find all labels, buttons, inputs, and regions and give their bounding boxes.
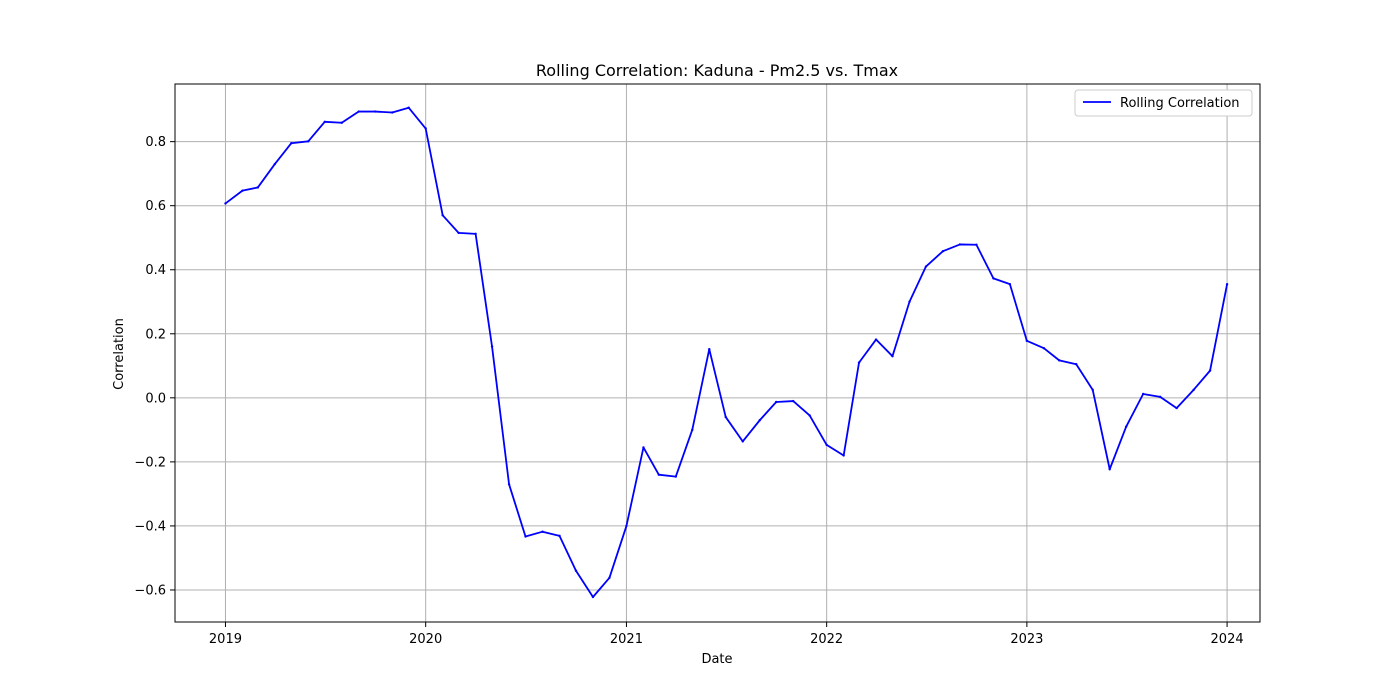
x-axis: 2019 2020 2021 2022 2023 2024 [209,622,1244,647]
y-tick-label: −0.2 [134,455,166,470]
data-point [591,595,595,599]
data-point [842,454,845,457]
data-point [825,443,828,447]
data-point [1058,359,1061,362]
data-point [290,142,293,145]
data-point [857,361,861,364]
data-point [724,415,727,419]
y-axis: −0.6 −0.4 −0.2 0.0 0.2 0.4 0.6 0.8 [134,135,175,598]
y-tick-label: 0.8 [145,135,166,150]
data-point [625,524,628,528]
y-tick-label: 0.0 [145,391,166,406]
data-point [1124,425,1128,428]
chart-title: Rolling Correlation: Kaduna - Pm2.5 vs. … [536,61,898,80]
data-point [1141,392,1145,396]
x-tick-label: 2024 [1211,632,1244,647]
data-point [357,110,360,113]
data-point [474,232,477,236]
data-point [774,400,778,404]
data-point [608,576,611,580]
plot-area [224,106,1229,599]
legend-label: Rolling Correlation [1120,96,1240,111]
data-point [992,277,995,280]
data-point [1025,339,1029,343]
data-point [941,249,945,253]
x-tick-label: 2020 [409,632,442,647]
data-point [691,428,694,432]
data-point [808,414,811,417]
data-point [323,120,326,123]
data-point [241,189,244,192]
y-tick-label: −0.6 [134,583,166,598]
data-point [924,265,928,268]
data-point [958,243,962,246]
x-tick-label: 2023 [1010,632,1043,647]
y-axis-title: Correlation [112,318,127,390]
data-point [741,440,744,443]
grid [175,84,1260,622]
x-tick-label: 2021 [610,632,643,647]
data-point [657,473,661,476]
data-point [307,140,310,143]
data-point [975,243,978,246]
data-point [1108,468,1111,471]
data-point [1208,369,1212,372]
data-point [1042,347,1046,350]
data-point [256,186,260,189]
data-point [273,162,277,166]
y-tick-label: 0.4 [145,263,166,278]
data-point [441,214,444,217]
data-point [758,419,761,422]
x-tick-label: 2022 [810,632,843,647]
legend: Rolling Correlation [1074,89,1253,117]
data-point [391,111,394,114]
data-point [708,347,711,351]
y-tick-label: −0.4 [134,519,166,534]
data-point [490,345,494,348]
data-point [1075,363,1078,366]
data-point [908,300,911,303]
data-point [1091,388,1094,392]
data-point [424,127,427,130]
data-point [407,106,410,109]
data-point [642,446,645,449]
data-point [541,530,544,533]
data-point [891,355,894,358]
data-point [374,110,377,113]
plot-frame [174,83,1261,623]
data-point [457,231,460,235]
y-tick-label: 0.6 [145,199,166,214]
data-point [224,202,227,205]
data-point [558,534,561,538]
data-point [1225,282,1229,286]
data-point [674,475,678,478]
data-point [874,338,878,341]
legend-box [1074,89,1253,117]
data-point [1175,406,1178,410]
data-point [507,483,511,486]
data-point [340,121,343,124]
data-point [1192,388,1195,392]
x-tick-label: 2019 [209,632,242,647]
data-point [1158,395,1162,399]
data-point [524,535,527,538]
data-point [1008,282,1012,286]
x-axis-title: Date [701,652,732,667]
data-point [574,569,578,572]
data-point [792,399,795,403]
y-tick-label: 0.2 [145,327,166,342]
